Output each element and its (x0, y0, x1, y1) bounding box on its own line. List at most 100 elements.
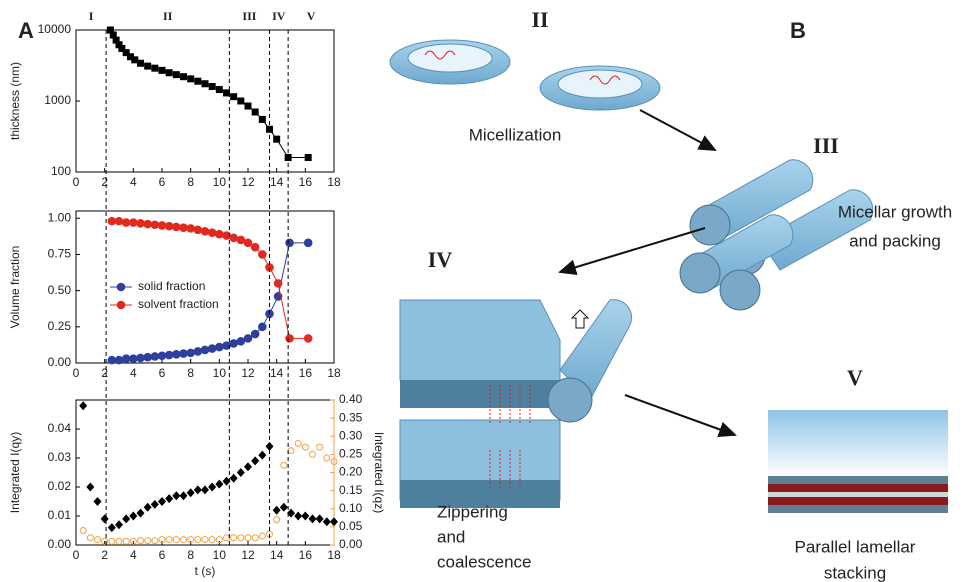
marker (273, 135, 281, 143)
marker (323, 454, 331, 462)
marker (101, 537, 109, 545)
marker (236, 468, 245, 477)
chain (589, 75, 621, 85)
marker (143, 219, 152, 229)
marker (304, 154, 312, 162)
marker (164, 221, 174, 231)
marker (215, 479, 224, 489)
caption: Zippering (437, 502, 508, 521)
marker (315, 514, 324, 524)
legend-label: solvent fraction (138, 297, 219, 311)
marker (122, 537, 130, 545)
x-tick-label: 8 (187, 175, 194, 189)
marker (330, 458, 338, 466)
marker (222, 476, 231, 486)
marker (200, 226, 210, 236)
marker (193, 225, 203, 235)
marker (137, 59, 144, 67)
marker (100, 514, 109, 524)
marker (322, 517, 331, 527)
marker (165, 536, 173, 544)
marker (150, 499, 159, 509)
marker (136, 508, 145, 518)
marker (280, 461, 288, 469)
x-tick-label: 8 (187, 548, 194, 562)
marker (258, 115, 266, 123)
x-tick-label: 14 (270, 548, 284, 562)
caption: Parallel lamellar (795, 537, 916, 556)
legend-label: solid fraction (138, 279, 205, 293)
stage-label: V (847, 365, 863, 390)
plot-frame (75, 399, 335, 546)
marker (158, 66, 166, 74)
marker (229, 233, 238, 243)
caption: Micellization (469, 125, 562, 144)
caption: Micellar growth (838, 202, 952, 221)
marker (301, 443, 309, 451)
marker (180, 536, 187, 544)
marker (150, 220, 160, 230)
marker (258, 322, 267, 332)
region-label: IV (272, 9, 286, 23)
marker (303, 238, 313, 248)
region-label: II (163, 9, 173, 23)
marker (106, 26, 114, 34)
marker (164, 350, 174, 360)
y-tick-label: 0.00 (48, 355, 72, 369)
arrow (624, 394, 737, 438)
marker (121, 354, 131, 363)
marker (287, 508, 295, 518)
marker (86, 534, 94, 542)
y-tick-label: 10000 (38, 22, 72, 36)
marker (150, 352, 160, 361)
plot-frame (75, 210, 335, 364)
y-tick-label: 0.00 (48, 537, 72, 551)
marker (107, 523, 116, 533)
marker (115, 41, 123, 49)
x-tick-label: 2 (101, 548, 108, 562)
y-tick-label: 0.25 (48, 319, 72, 333)
marker (129, 537, 137, 545)
marker (201, 80, 209, 88)
x-tick-label: 14 (270, 175, 284, 189)
x-tick-label: 10 (213, 366, 227, 380)
y-tick-label: 0.50 (48, 283, 72, 297)
marker (272, 505, 281, 515)
marker (251, 456, 260, 466)
marker (144, 537, 152, 545)
marker (194, 77, 202, 85)
y2-tick-label: 0.10 (339, 501, 363, 515)
marker (121, 218, 131, 227)
x-tick-label: 12 (241, 548, 255, 562)
x-tick-label: 6 (159, 548, 166, 562)
stage-label: IV (428, 247, 453, 272)
marker (250, 329, 260, 339)
marker (294, 440, 302, 447)
marker (273, 516, 281, 524)
marker (151, 537, 159, 545)
marker (179, 491, 188, 501)
marker (215, 229, 224, 239)
marker (158, 536, 166, 544)
y-tick-label: 0.75 (48, 247, 72, 261)
marker (144, 62, 152, 70)
marker (301, 511, 310, 521)
marker (223, 89, 230, 97)
marker (201, 485, 209, 495)
marker (172, 536, 180, 544)
marker (136, 219, 145, 228)
y-axis-label: Volume fraction (8, 246, 22, 329)
marker (157, 221, 167, 230)
x-tick-label: 10 (213, 175, 227, 189)
marker (229, 339, 238, 348)
marker (137, 537, 144, 545)
marker (303, 334, 313, 343)
x-tick-label: 2 (101, 175, 108, 189)
marker (131, 56, 139, 64)
marker (285, 238, 294, 248)
zipper-blocks (399, 299, 633, 508)
marker (250, 242, 260, 252)
x-tick-label: 16 (299, 175, 313, 189)
marker (208, 83, 216, 91)
y2-tick-label: 0.05 (339, 519, 363, 533)
